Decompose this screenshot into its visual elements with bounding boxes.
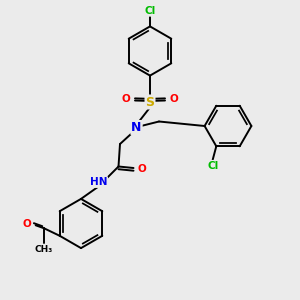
Text: S: S [146, 95, 154, 109]
Text: Cl: Cl [207, 161, 218, 171]
Text: HN: HN [90, 177, 107, 187]
Text: O: O [122, 94, 130, 104]
Text: O: O [169, 94, 178, 104]
Text: O: O [22, 219, 32, 229]
Text: Cl: Cl [144, 6, 156, 16]
Text: CH₃: CH₃ [35, 245, 53, 254]
Text: N: N [131, 121, 142, 134]
Text: O: O [138, 164, 147, 174]
